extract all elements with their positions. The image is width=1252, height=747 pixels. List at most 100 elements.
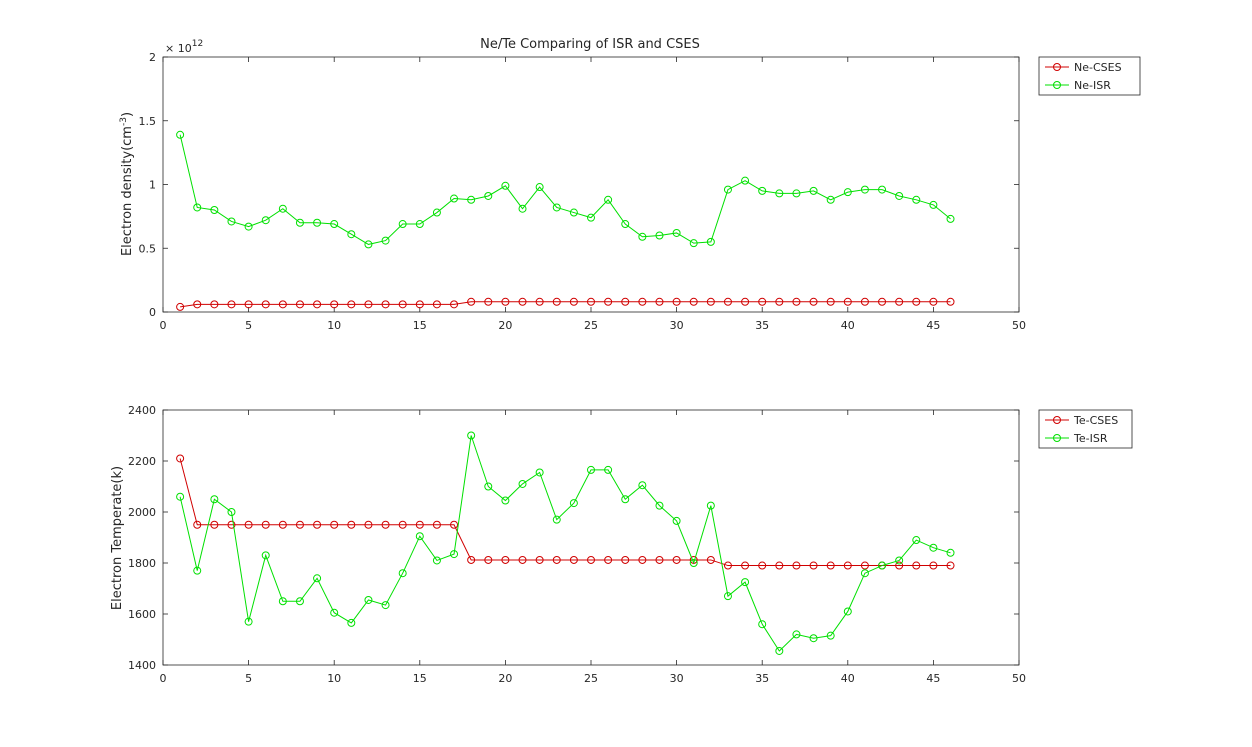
data-point-te-cses xyxy=(484,555,493,564)
data-point-ne-cses xyxy=(484,297,493,306)
data-point-ne-cses xyxy=(672,297,681,306)
y-tick-label: 1 xyxy=(149,179,156,192)
data-point-ne-cses xyxy=(227,300,236,309)
x-tick-label: 20 xyxy=(498,319,512,332)
y-tick-label: 2 xyxy=(149,51,156,64)
data-point-te-cses xyxy=(895,561,904,570)
data-point-ne-cses xyxy=(347,300,356,309)
data-point-ne-cses xyxy=(912,297,921,306)
data-point-ne-cses xyxy=(176,302,185,311)
data-point-ne-cses xyxy=(450,300,459,309)
data-point-ne-cses xyxy=(809,297,818,306)
data-point-ne-cses xyxy=(895,297,904,306)
data-point-ne-isr xyxy=(193,203,202,212)
data-point-ne-cses xyxy=(364,300,373,309)
data-point-te-cses xyxy=(330,520,339,529)
plot-area-te: 0 5 10 15 20 25 30 35 40 45 50 1400 1600 1800 2000 2200… xyxy=(128,404,1026,685)
data-point-te-isr xyxy=(706,501,715,510)
data-point-ne-cses xyxy=(552,297,561,306)
data-point-te-isr xyxy=(587,465,595,474)
data-point-ne-cses xyxy=(758,297,767,306)
legend-entry: Te-ISR xyxy=(1073,432,1108,445)
data-point-ne-isr xyxy=(706,237,715,246)
series-line-ne-isr xyxy=(179,134,951,245)
ylabel-main: Electron density(cm xyxy=(120,126,135,256)
data-point-te-isr xyxy=(364,595,373,604)
data-point-ne-isr xyxy=(415,220,424,229)
data-point-ne-isr xyxy=(210,206,219,214)
x-tick-label: 45 xyxy=(926,319,940,332)
data-point-te-cses xyxy=(775,561,784,570)
legend-entry: Te-CSES xyxy=(1073,414,1118,427)
data-point-te-cses xyxy=(450,520,459,529)
data-point-ne-cses xyxy=(843,297,852,306)
data-point-te-isr xyxy=(518,479,527,488)
y-axis-label-ne: Electron density(cm-3) xyxy=(119,112,135,256)
x-tick-label: 25 xyxy=(584,672,598,685)
data-point-ne-cses xyxy=(518,297,527,306)
legend-marker xyxy=(1053,81,1061,89)
data-point-ne-isr xyxy=(741,176,750,185)
data-point-ne-isr xyxy=(604,195,613,204)
data-point-ne-cses xyxy=(244,300,253,309)
x-tick-label: 50 xyxy=(1012,319,1026,332)
data-point-ne-isr xyxy=(381,236,390,245)
axes-box xyxy=(162,409,1020,666)
data-point-ne-isr xyxy=(672,228,681,237)
data-point-ne-isr xyxy=(347,230,356,239)
data-point-ne-cses xyxy=(929,297,938,306)
legend-marker xyxy=(1053,416,1061,424)
y-tick-label: 2000 xyxy=(128,506,156,519)
data-point-ne-cses xyxy=(569,297,578,306)
data-point-te-isr xyxy=(672,516,681,525)
y-tick-label: 0.5 xyxy=(139,242,157,255)
data-point-te-isr xyxy=(621,495,630,504)
data-point-ne-isr xyxy=(244,222,253,231)
ylabel-close: ) xyxy=(120,112,135,117)
data-point-ne-cses xyxy=(330,300,339,309)
data-point-ne-isr xyxy=(535,183,544,192)
data-point-te-isr xyxy=(415,532,424,541)
data-point-te-isr xyxy=(467,431,476,440)
y-tick-label: 2400 xyxy=(128,404,156,417)
data-point-ne-isr xyxy=(569,208,578,217)
data-point-te-isr xyxy=(604,465,613,474)
data-point-te-cses xyxy=(278,520,287,529)
data-point-te-isr xyxy=(261,551,270,560)
data-point-te-isr xyxy=(193,566,202,575)
x-tick-label: 10 xyxy=(327,319,341,332)
data-point-ne-cses xyxy=(638,297,647,306)
data-point-te-cses xyxy=(501,555,510,564)
data-point-te-cses xyxy=(569,555,578,564)
exponent-label: × 1012 xyxy=(165,39,203,55)
data-point-te-cses xyxy=(758,561,767,570)
data-point-te-isr xyxy=(689,559,698,567)
data-point-te-cses xyxy=(672,555,681,564)
plot-area-ne: 0 5 10 15 20 25 30 35 40 45 50 0 0.5 1 1.5 2 xyxy=(139,51,1027,332)
x-tick-label: 50 xyxy=(1012,672,1026,685)
data-point-ne-cses xyxy=(535,297,544,306)
data-point-te-isr xyxy=(792,630,801,639)
data-point-ne-isr xyxy=(946,214,955,223)
data-point-ne-cses xyxy=(467,297,476,306)
y-tick-label: 2200 xyxy=(128,455,156,468)
data-point-ne-isr xyxy=(895,191,904,200)
data-point-ne-cses xyxy=(723,297,732,306)
data-point-te-cses xyxy=(467,555,476,564)
panel-ne: Ne/Te Comparing of ISR and CSES × 1012 E… xyxy=(119,37,1141,332)
data-point-ne-isr xyxy=(295,218,304,227)
data-point-te-cses xyxy=(604,555,613,564)
data-point-te-isr xyxy=(278,597,287,606)
x-tick-label: 15 xyxy=(413,672,427,685)
data-point-ne-cses xyxy=(261,300,270,309)
data-point-te-isr xyxy=(347,618,356,627)
data-point-ne-cses xyxy=(826,297,835,306)
data-point-ne-cses xyxy=(278,300,287,309)
data-point-ne-isr xyxy=(792,189,801,198)
data-point-te-cses xyxy=(381,520,390,529)
legend-box xyxy=(1038,409,1133,449)
data-point-ne-isr xyxy=(313,218,322,227)
data-point-ne-isr xyxy=(467,195,476,204)
data-point-ne-cses xyxy=(381,300,390,309)
